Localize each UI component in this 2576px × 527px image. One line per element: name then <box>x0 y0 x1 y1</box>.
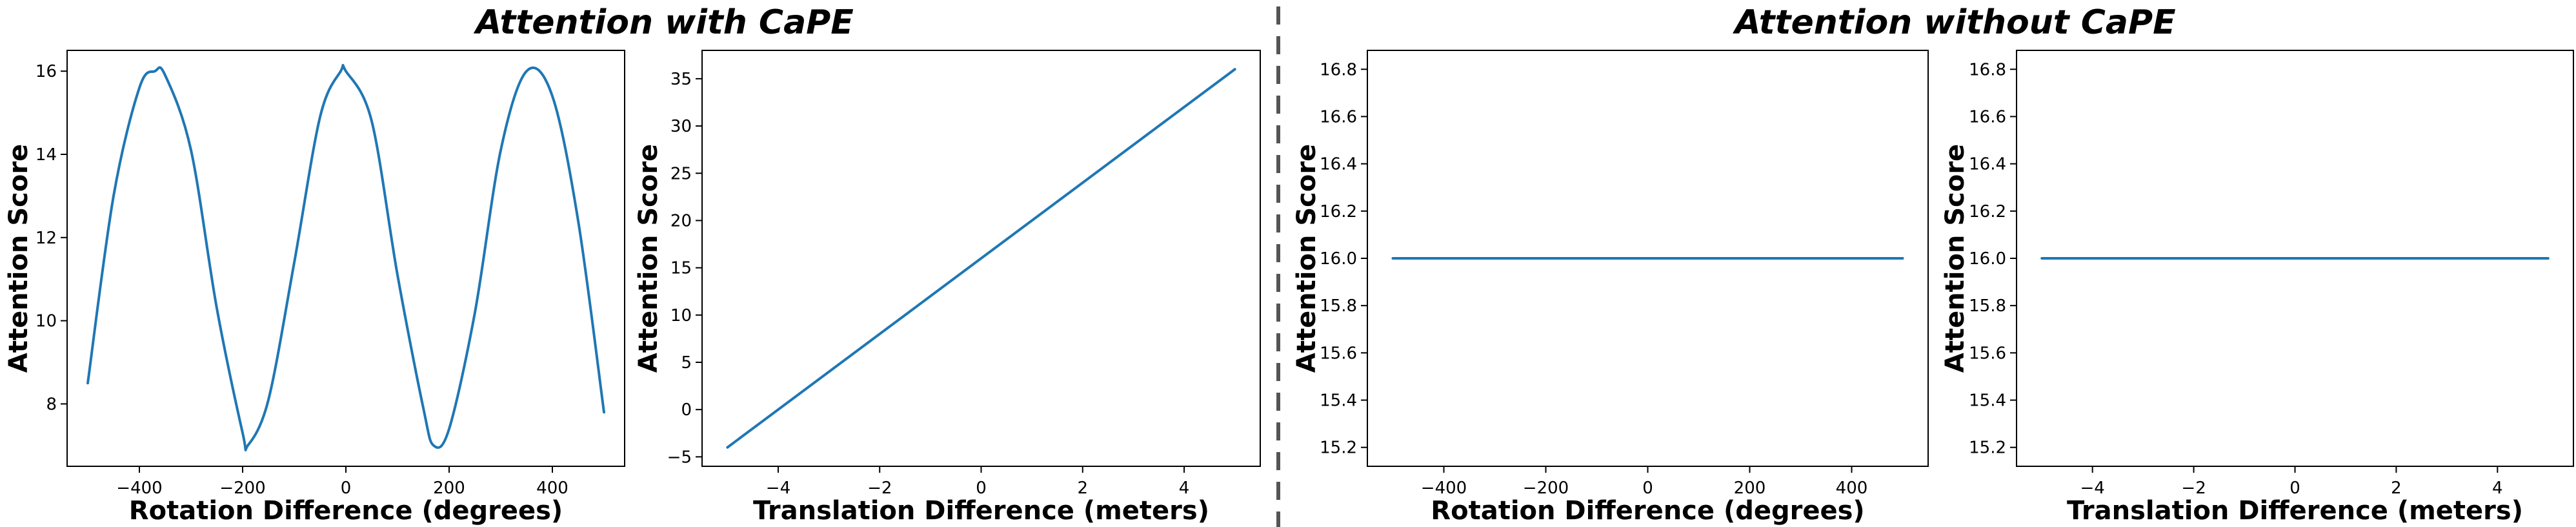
y-tick-label: −5 <box>667 448 692 467</box>
y-tick-label: 16.6 <box>1969 107 2006 127</box>
panel-rotation-with-cape: −400 −200 0 200 400 8 10 12 14 16 Rotation Differe… <box>4 50 625 526</box>
series-line <box>726 68 1236 449</box>
y-tick-label: 16.0 <box>1320 249 1357 269</box>
x-tick-label: 200 <box>1734 479 1766 498</box>
y-axis-label: Attention Score <box>1292 144 1322 373</box>
y-tick-label: 5 <box>681 353 692 373</box>
y-tick-label: 35 <box>670 70 692 89</box>
y-tick-label: 16 <box>35 62 57 81</box>
y-tick-label: 14 <box>35 145 57 165</box>
y-tick-label: 16.4 <box>1320 155 1357 174</box>
x-tick-label: 2 <box>2391 479 2402 498</box>
y-tick-label: 16.2 <box>1969 202 2006 222</box>
y-tick-label: 16.8 <box>1320 60 1357 79</box>
x-tick-label: −2 <box>867 479 892 498</box>
panel-rotation-without-cape: −400 −200 0 200 400 15.2 15.4 15.6 15.8 16.0 16.2 1… <box>1292 50 1929 526</box>
x-tick-label: −200 <box>219 479 265 498</box>
x-tick-label: 0 <box>2289 479 2300 498</box>
y-tick-label: 15.4 <box>1969 391 2006 411</box>
x-tick-label: 4 <box>2492 479 2503 498</box>
x-axis-label: Translation Difference (meters) <box>2067 496 2523 526</box>
x-tick-label: −400 <box>116 479 162 498</box>
y-tick-label: 15.8 <box>1320 296 1357 316</box>
x-tick-label: 400 <box>1836 479 1868 498</box>
x-tick-label: −200 <box>1523 479 1569 498</box>
panel-translation-without-cape: −4 −2 0 2 4 15.2 15.4 15.6 15.8 16.0 16.2 16.4 16.6 1… <box>1940 50 2574 526</box>
x-tick-label: −400 <box>1421 479 1467 498</box>
y-tick-label: 8 <box>46 395 57 414</box>
y-tick-label: 25 <box>670 164 692 183</box>
x-tick-label: 2 <box>1077 479 1088 498</box>
y-tick-label: 30 <box>670 117 692 136</box>
panel-translation-with-cape: −4 −2 0 2 4 −5 0 5 10 15 20 25 30 35 Translation Diffe… <box>634 50 1261 526</box>
y-tick-label: 15.4 <box>1320 391 1357 411</box>
x-axis-label: Translation Difference (meters) <box>753 496 1209 526</box>
y-tick-label: 15.8 <box>1969 296 2006 316</box>
y-tick-label: 16.6 <box>1320 107 1357 127</box>
y-tick-label: 12 <box>35 229 57 248</box>
y-tick-label: 20 <box>670 211 692 231</box>
y-tick-label: 16.8 <box>1969 60 2006 79</box>
x-tick-label: 0 <box>976 479 987 498</box>
x-tick-label: 400 <box>536 479 569 498</box>
y-tick-label: 15 <box>670 259 692 278</box>
y-axis-label: Attention Score <box>634 144 663 373</box>
y-tick-label: 10 <box>670 306 692 326</box>
y-tick-label: 10 <box>35 312 57 331</box>
x-tick-label: −4 <box>2080 479 2105 498</box>
y-tick-label: 16.2 <box>1320 202 1357 222</box>
y-axis-label: Attention Score <box>4 144 34 373</box>
y-tick-label: 15.6 <box>1969 344 2006 363</box>
x-tick-label: 4 <box>1179 479 1190 498</box>
y-tick-label: 16.0 <box>1969 249 2006 269</box>
y-tick-label: 0 <box>681 400 692 420</box>
plot-frame <box>66 50 625 467</box>
x-axis-label: Rotation Difference (degrees) <box>129 496 563 526</box>
x-tick-label: 200 <box>433 479 465 498</box>
y-tick-label: 16.4 <box>1969 155 2006 174</box>
x-axis-label: Rotation Difference (degrees) <box>1431 496 1864 526</box>
group-title-without-cape: Attention without CaPE <box>1732 3 2175 42</box>
y-tick-label: 15.2 <box>1969 439 2006 458</box>
series-line <box>86 63 605 451</box>
y-axis-label: Attention Score <box>1940 144 1970 373</box>
x-tick-label: −4 <box>766 479 790 498</box>
x-tick-label: −2 <box>2181 479 2206 498</box>
group-title-with-cape: Attention with CaPE <box>473 3 854 42</box>
y-tick-label: 15.6 <box>1320 344 1357 363</box>
x-tick-label: 0 <box>341 479 352 498</box>
x-tick-label: 0 <box>1642 479 1653 498</box>
y-tick-label: 15.2 <box>1320 439 1357 458</box>
